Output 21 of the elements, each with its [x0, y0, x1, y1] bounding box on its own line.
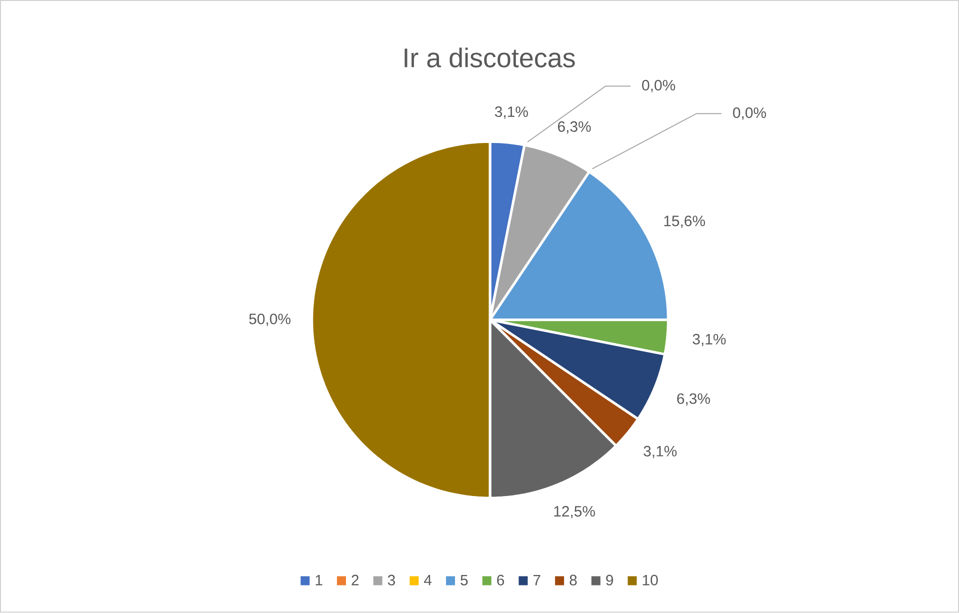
legend-label: 8 — [570, 574, 577, 586]
chart-title: Ir a discotecas — [404, 48, 575, 68]
legend-label: 1 — [316, 575, 322, 586]
legend-label: 3 — [388, 574, 395, 586]
data-label: 3,1% — [494, 106, 528, 119]
text: 0,0% — [642, 80, 676, 92]
data-label: 12,5% — [554, 506, 595, 519]
data-label: 6,3% — [558, 121, 591, 134]
data-label: 50,0% — [249, 314, 290, 326]
legend-label: 7 — [533, 575, 540, 586]
legend-label: 5 — [460, 575, 468, 586]
text: 0,0% — [733, 108, 766, 120]
data-label: 3,1% — [644, 446, 677, 458]
legend-label: 10 — [642, 574, 658, 586]
data-label: 3,1% — [692, 334, 726, 346]
legend-label: 9 — [606, 574, 614, 586]
data-label: 15,6% — [664, 216, 705, 228]
data-label: 6,3% — [677, 394, 710, 406]
legend-label: 4 — [424, 575, 432, 586]
legend-label: 6 — [497, 574, 504, 586]
legend-label: 2 — [352, 574, 359, 586]
